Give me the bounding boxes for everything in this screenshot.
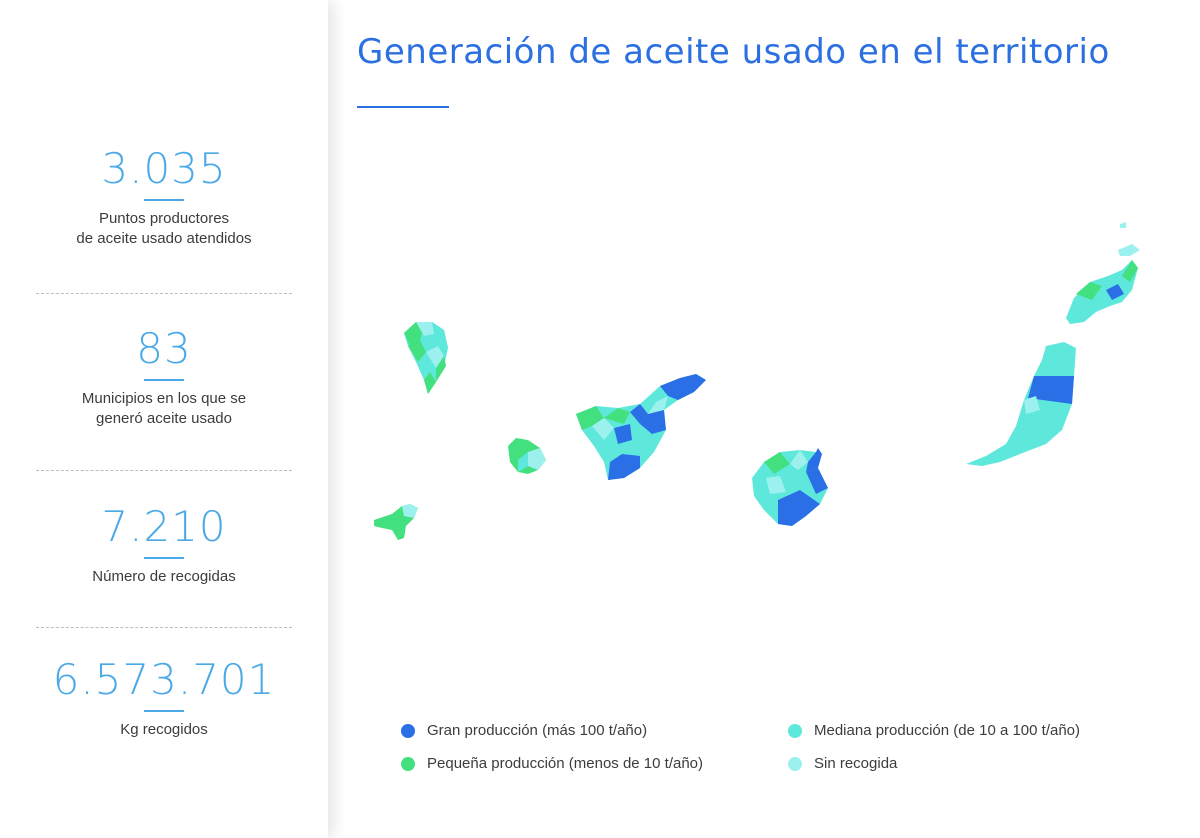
legend-dot-gran (401, 723, 415, 738)
island-gran-canaria (752, 448, 828, 526)
legend-dot-mediana (788, 723, 802, 738)
title-rule (357, 106, 449, 108)
municipality (1106, 284, 1124, 300)
stat-value: 7.210 (101, 502, 227, 551)
municipality (576, 406, 604, 430)
legend-label: Sin recogida (814, 755, 898, 772)
municipality (404, 322, 424, 346)
stat-kg: 6.573.701 Kg recogidos (0, 656, 328, 740)
municipality (806, 448, 822, 472)
municipality (528, 448, 546, 470)
municipality (1122, 260, 1138, 282)
municipality (764, 452, 790, 474)
stat-label: Número de recogidas (92, 568, 236, 585)
divider (36, 627, 292, 628)
municipality (966, 342, 1076, 466)
municipality (426, 346, 444, 368)
stat-collections: 7.210 Número de recogidas (0, 503, 328, 587)
stat-label: Puntos productores (98, 210, 230, 227)
municipality (416, 322, 434, 336)
island-tenerife (576, 374, 706, 480)
municipality (1024, 396, 1040, 414)
stat-label: de aceite usado atendidos (76, 230, 252, 247)
municipality (1076, 282, 1102, 300)
stat-label: generó aceite usado (96, 410, 232, 427)
municipality (766, 476, 786, 494)
stat-rule (144, 379, 184, 381)
stat-value: 83 (136, 324, 192, 373)
municipality (632, 434, 654, 456)
legend-label: Gran producción (más 100 t/año) (427, 722, 648, 739)
stat-municipalities: 83 Municipios en los que se generó aceit… (0, 325, 328, 429)
legend-item-sin: Sin recogida (788, 755, 897, 772)
island-fuerteventura (966, 342, 1076, 466)
municipality (630, 404, 648, 424)
municipality (604, 408, 630, 424)
canary-islands-map (374, 222, 1140, 540)
municipality (648, 396, 668, 414)
municipality (432, 322, 448, 348)
municipality (1066, 260, 1138, 324)
divider (36, 293, 292, 294)
municipality (1118, 244, 1140, 256)
municipality (424, 372, 436, 394)
stat-rule (144, 199, 184, 201)
municipality (614, 424, 632, 444)
stat-rule (144, 557, 184, 559)
stat-label: Kg recogidos (120, 721, 208, 738)
island-la-palma (404, 322, 448, 394)
island-lanzarote (1066, 222, 1140, 324)
municipality (408, 340, 426, 362)
legend-item-pequena: Pequeña producción (menos de 10 t/año) (401, 755, 703, 772)
legend-dot-pequena (401, 756, 415, 771)
legend-label: Mediana producción (de 10 a 100 t/año) (814, 722, 1081, 739)
page-title: Generación de aceite usado en el territo… (357, 32, 1110, 72)
municipality (640, 410, 666, 434)
legend-label: Pequeña producción (menos de 10 t/año) (427, 755, 704, 772)
municipality (790, 450, 808, 470)
municipality (778, 490, 820, 526)
municipality (436, 356, 446, 382)
stat-value: 6.573.701 (52, 655, 276, 704)
legend-item-gran: Gran producción (más 100 t/año) (401, 722, 647, 739)
municipality (660, 374, 706, 400)
municipality (1120, 222, 1126, 228)
municipality (806, 468, 828, 494)
municipality (576, 374, 706, 480)
legend-dot-sin (788, 756, 802, 771)
municipality (402, 504, 418, 518)
stat-rule (144, 710, 184, 712)
municipality (1028, 376, 1074, 404)
municipality (592, 418, 614, 440)
stat-label: Municipios en los que se (81, 390, 247, 407)
legend-item-mediana: Mediana producción (de 10 a 100 t/año) (788, 722, 1080, 739)
divider (36, 470, 292, 471)
island-la-gomera (508, 438, 546, 474)
stats-sidebar: 3.035 Puntos productores de aceite usado… (0, 0, 328, 838)
municipality (608, 454, 640, 480)
stat-value: 3.035 (101, 144, 227, 193)
island-el-hierro (374, 504, 418, 540)
stat-points: 3.035 Puntos productores de aceite usado… (0, 145, 328, 249)
municipality (518, 452, 528, 472)
